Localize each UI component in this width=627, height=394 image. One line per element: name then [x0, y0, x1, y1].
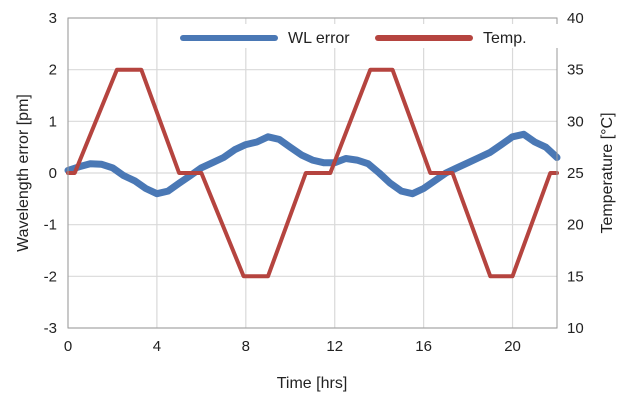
x-tick-label-5: 20: [504, 338, 521, 355]
x-tick-label-4: 16: [415, 338, 432, 355]
y-left-tick-label-1: -2: [44, 268, 57, 285]
legend-label-temp: Temp.: [483, 30, 527, 47]
y-left-tick-label-3: 0: [49, 165, 57, 182]
x-tick-label-3: 12: [326, 338, 343, 355]
legend-label-wl-error: WL error: [288, 30, 350, 47]
y-right-tick-label-3: 25: [567, 165, 584, 182]
y-left-tick-label-0: -3: [44, 320, 57, 337]
y-right-tick-label-0: 10: [567, 320, 584, 337]
series-line-wl-error: [64, 130, 561, 198]
y-left-tick-label-6: 3: [49, 10, 57, 27]
y-right-tick-label-2: 20: [567, 217, 584, 234]
y-axis-right-title: Temperature [°C]: [599, 112, 616, 233]
y-right-tick-label-4: 30: [567, 113, 584, 130]
y-axis-left-title: Wavelength error [pm]: [15, 94, 32, 252]
x-axis-title: Time [hrs]: [277, 375, 348, 392]
y-left-tick-label-5: 2: [49, 62, 57, 79]
y-left-tick-label-4: 1: [49, 113, 57, 130]
y-right-tick-label-1: 15: [567, 268, 584, 285]
y-right-tick-label-5: 35: [567, 62, 584, 79]
x-tick-label-2: 8: [242, 338, 250, 355]
series-layer: [64, 67, 561, 279]
y-right-tick-label-6: 40: [567, 10, 584, 27]
series-line-temp: [66, 67, 559, 279]
x-tick-label-0: 0: [64, 338, 72, 355]
x-tick-label-1: 4: [153, 338, 161, 355]
plot-area-frame: [67, 17, 558, 329]
legend: WL error Temp.: [178, 24, 558, 48]
y-left-tick-label-2: -1: [44, 217, 57, 234]
